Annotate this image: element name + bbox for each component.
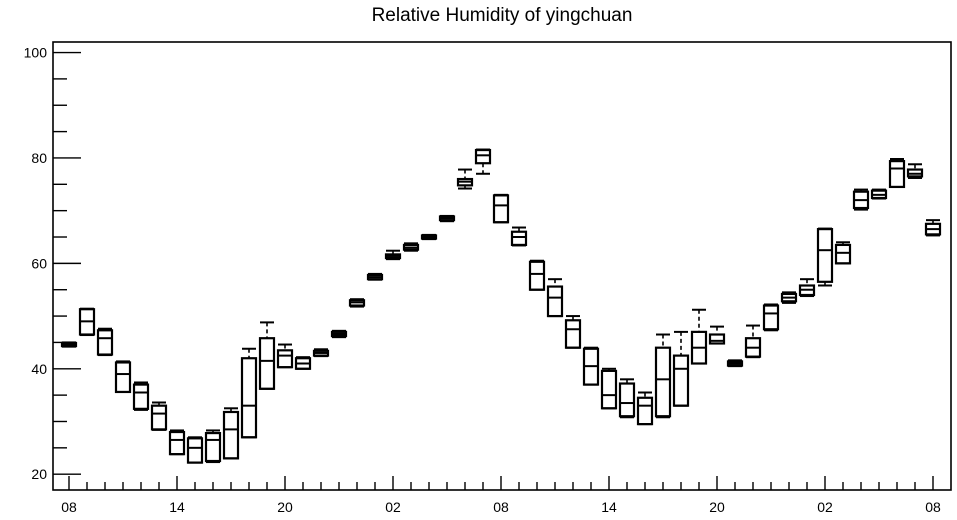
box-item: [816, 227, 834, 287]
x-tick-label: 14: [169, 499, 185, 515]
box-item: [204, 429, 222, 464]
box-item: [60, 341, 78, 348]
box-item: [114, 360, 132, 394]
box-item: [78, 307, 96, 337]
y-tick-label: 40: [31, 361, 47, 377]
box-iqr: [258, 337, 276, 390]
box-item: [366, 272, 384, 281]
box-item: [348, 298, 366, 308]
box-item: [474, 148, 492, 175]
box-iqr: [510, 230, 528, 247]
box-item: [582, 346, 600, 386]
plot-frame: [52, 41, 952, 491]
box-iqr: [222, 410, 240, 460]
box-item: [402, 242, 420, 252]
box-iqr: [204, 431, 222, 463]
box-iqr: [150, 404, 168, 431]
x-tick-label: 02: [817, 499, 833, 515]
box-item: [240, 347, 258, 439]
box-item: [528, 259, 546, 291]
box-item: [312, 348, 330, 358]
box-item: [96, 327, 114, 357]
box-iqr: [654, 346, 672, 418]
box-iqr: [564, 319, 582, 349]
box-iqr: [636, 396, 654, 426]
y-tick-label: 80: [31, 150, 47, 166]
box-iqr: [708, 333, 726, 345]
box-item: [456, 168, 474, 190]
x-axis: 08 14 20 02 08 14 20 02 08: [61, 476, 941, 515]
box-iqr: [834, 243, 852, 265]
box-item: [690, 308, 708, 365]
box-iqr: [96, 329, 114, 356]
box-iqr: [816, 228, 834, 283]
box-iqr: [546, 285, 564, 318]
box-iqr: [600, 369, 618, 410]
box-item: [924, 219, 942, 237]
box-iqr: [186, 437, 204, 464]
box-item: [510, 226, 528, 247]
box-item: [870, 188, 888, 200]
box-item: [222, 407, 240, 460]
y-tick-label: 100: [24, 45, 48, 61]
box-item: [654, 333, 672, 419]
box-item: [384, 249, 402, 261]
box-item: [762, 303, 780, 332]
y-tick-label: 60: [31, 255, 47, 271]
box-item: [636, 391, 654, 426]
box-iqr: [114, 361, 132, 394]
box-item: [852, 188, 870, 211]
box-item: [618, 378, 636, 419]
box-item: [546, 278, 564, 318]
box-item: [564, 315, 582, 349]
box-item: [744, 324, 762, 359]
box-item: [708, 325, 726, 345]
y-axis: 20 40 60 80 100: [24, 45, 81, 482]
box-iqr: [132, 383, 150, 410]
box-item: [798, 278, 816, 298]
box-item: [150, 401, 168, 431]
x-tick-label: 20: [709, 499, 725, 515]
box-iqr: [672, 354, 690, 407]
y-tick-label: 20: [31, 466, 47, 482]
x-tick-label: 08: [61, 499, 77, 515]
box-item: [294, 356, 312, 370]
box-item: [168, 429, 186, 456]
x-tick-label: 14: [601, 499, 617, 515]
box-item: [186, 436, 204, 464]
box-series: [60, 148, 942, 464]
box-iqr: [240, 357, 258, 439]
box-item: [258, 321, 276, 390]
x-tick-label: 08: [925, 499, 941, 515]
box-item: [600, 367, 618, 410]
box-item: [492, 193, 510, 224]
box-item: [132, 381, 150, 411]
box-iqr: [528, 260, 546, 291]
box-item: [438, 214, 456, 223]
box-iqr: [276, 349, 294, 369]
box-iqr: [168, 430, 186, 456]
box-iqr: [474, 148, 492, 165]
x-tick-label: 08: [493, 499, 509, 515]
box-item: [330, 329, 348, 339]
box-item: [726, 359, 744, 368]
box-item: [672, 330, 690, 407]
box-item: [276, 343, 294, 369]
x-tick-label: 20: [277, 499, 293, 515]
box-iqr: [618, 382, 636, 418]
box-iqr: [762, 304, 780, 331]
chart-title: Relative Humidity of yingchuan: [372, 5, 633, 26]
box-iqr: [492, 194, 510, 224]
box-item: [888, 158, 906, 189]
box-item: [420, 233, 438, 241]
box-item: [834, 241, 852, 265]
box-item: [780, 291, 798, 304]
box-iqr: [888, 160, 906, 189]
x-tick-label: 02: [385, 499, 401, 515]
box-item: [906, 163, 924, 179]
